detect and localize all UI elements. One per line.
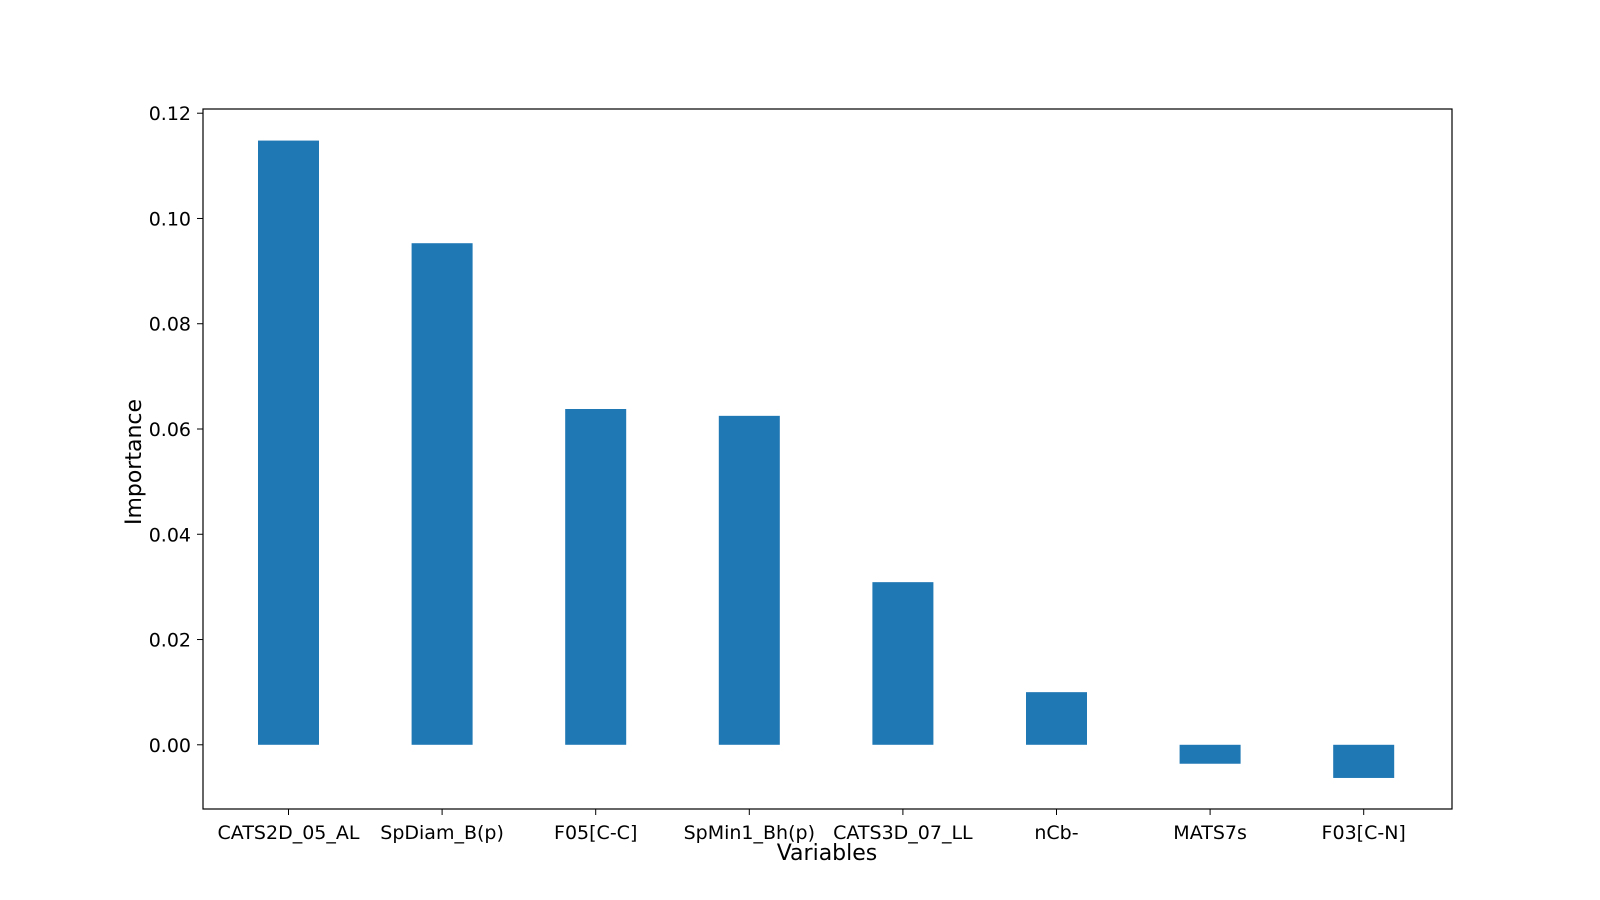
x-tick-label: SpDiam_B(p) (380, 822, 504, 844)
y-tick-label: 0.02 (149, 630, 191, 652)
bar-F05[C-C] (565, 409, 627, 745)
x-tick-label: SpMin1_Bh(p) (684, 822, 815, 844)
plot-frame (202, 108, 1453, 810)
x-tick-label: CATS2D_05_AL (218, 822, 360, 844)
y-tick-label: 0.08 (149, 314, 191, 336)
y-tick-label: 0.12 (149, 103, 191, 125)
bar-CATS2D_05_AL (258, 140, 319, 745)
x-tick-label: CATS3D_07_LL (833, 822, 973, 844)
y-tick-label: 0.00 (149, 735, 191, 757)
y-tick-label: 0.10 (149, 208, 191, 230)
x-axis-title: Variables (777, 841, 878, 866)
y-tick-label: 0.06 (149, 419, 191, 441)
x-axis: CATS2D_05_AL SpDiam_B(p) F05[C-C] SpMin1_Bh… (218, 809, 1406, 844)
bars-layer (258, 140, 1395, 778)
bar-CATS3D_07_LL (872, 582, 934, 745)
bar-nCb- (1026, 692, 1087, 745)
x-tick-label: F05[C-C] (554, 822, 637, 844)
bar-SpDiam_B(p) (411, 243, 473, 745)
bar-F03[C-N] (1333, 744, 1395, 778)
bar-SpMin1_Bh(p) (718, 415, 780, 745)
y-axis: 0.00 0.02 0.04 0.06 0.08 0.10 0.12 (149, 103, 203, 757)
x-tick-label: MATS7s (1173, 822, 1247, 844)
x-tick-label: nCb- (1034, 822, 1078, 844)
bar-MATS7s (1179, 744, 1241, 764)
y-axis-title: Importance (122, 399, 147, 525)
x-tick-label: F03[C-N] (1322, 822, 1406, 844)
y-tick-label: 0.04 (149, 524, 191, 546)
